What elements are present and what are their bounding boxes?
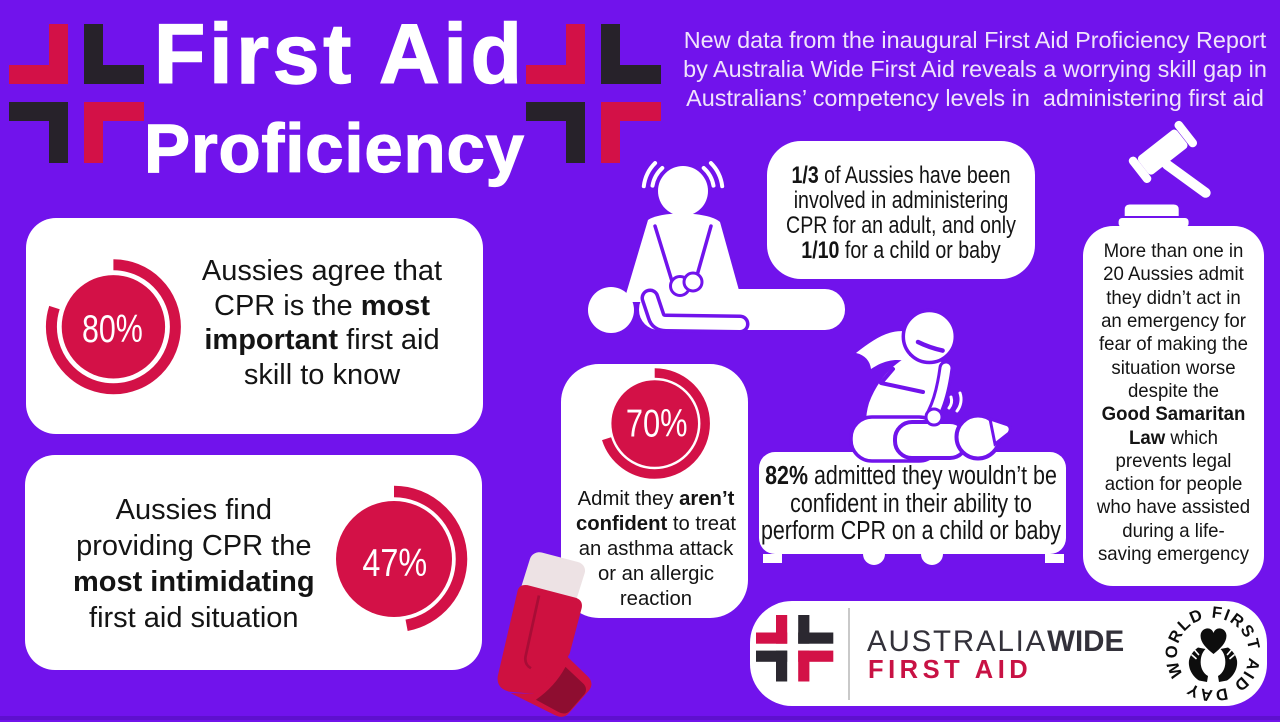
svg-text:80%: 80% [82,308,143,351]
svg-text:70%: 70% [626,402,688,445]
svg-text:WORLD FIRST AID DAY: WORLD FIRST AID DAY [1163,604,1263,705]
svg-text:47%: 47% [362,541,427,585]
